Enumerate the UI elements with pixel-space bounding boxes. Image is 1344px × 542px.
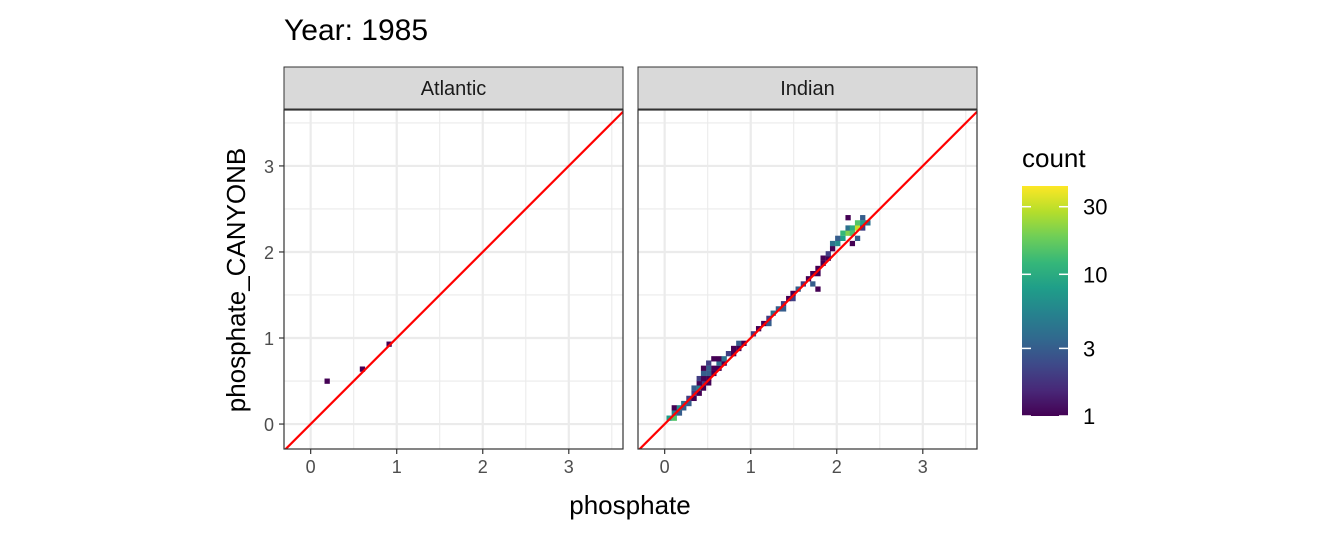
heatmap-bin (706, 370, 712, 377)
heatmap-bin (835, 240, 841, 247)
identity-line (638, 110, 977, 449)
heatmap-bin (324, 378, 330, 384)
facet-strip (637, 66, 978, 110)
heatmap-bin (691, 395, 697, 402)
heatmap-bin (696, 390, 702, 396)
heatmap-bin (700, 365, 707, 371)
x-axis-label: phosphate (569, 490, 690, 520)
heatmap-bin (671, 415, 677, 421)
heatmap-bin (810, 281, 816, 287)
heatmap-bin (840, 235, 846, 241)
panel-background (284, 110, 623, 449)
y-tick-label: 2 (264, 243, 274, 263)
heatmap-bin (725, 350, 732, 357)
facet-strip (283, 66, 624, 110)
heatmap-bin (829, 240, 836, 247)
heatmap-bin (849, 225, 856, 231)
heatmap-bin (849, 240, 856, 247)
identity-line (284, 110, 623, 449)
heatmap-bin (820, 260, 826, 266)
legend-tick-label: 1 (1083, 404, 1095, 429)
heatmap-bin (849, 230, 856, 236)
heatmap-bin (835, 235, 841, 241)
heatmap-bin (815, 265, 821, 272)
panel-border (637, 109, 978, 450)
facet-panel-atlantic: Atlantic 0 1 2 3 0 1 2 3 (264, 66, 624, 477)
heatmap-bin (854, 225, 861, 231)
heatmap-bin (706, 365, 712, 371)
heatmap-bin (815, 286, 821, 292)
legend-tick-label: 3 (1083, 336, 1095, 361)
heatmap-bin (711, 365, 717, 371)
x-tick-label: 3 (564, 457, 574, 477)
facet-panel-indian: Indian 0 1 2 3 (637, 66, 978, 477)
panel-border (283, 109, 624, 450)
heatmap-bin (860, 220, 866, 226)
heatmap-bin (700, 370, 707, 377)
facet-strip-label: Indian (780, 78, 835, 100)
heatmap-bin (860, 225, 866, 231)
heatmap-bin (711, 356, 717, 362)
legend-tick-label: 10 (1083, 262, 1107, 287)
heatmap-bin (780, 306, 787, 312)
legend-title: count (1022, 143, 1086, 173)
heatmap-bin (860, 215, 866, 221)
heatmap-bin (671, 405, 677, 411)
heatmap-bin (700, 375, 707, 382)
heatmap-bin (845, 230, 851, 236)
colorbar (1022, 186, 1068, 416)
heatmap-bin (854, 235, 861, 241)
heatmap-bin (706, 360, 712, 366)
heatmap-bin (686, 400, 692, 407)
heatmap-bin (845, 225, 851, 231)
heatmap-bin (790, 290, 796, 297)
heatmap-bin (691, 385, 697, 391)
heatmap-bin (696, 375, 702, 382)
x-tick-label: 3 (918, 457, 928, 477)
legend: count 1 3 10 30 (1022, 143, 1107, 429)
heatmap-bin (359, 366, 366, 372)
x-tick-label: 2 (832, 457, 842, 477)
heatmap-bin (736, 340, 742, 346)
legend-tick-label: 30 (1083, 195, 1107, 220)
x-tick-label: 1 (746, 457, 756, 477)
heatmap-bin (700, 385, 707, 391)
x-tick-label: 1 (392, 457, 402, 477)
x-tick-label: 2 (478, 457, 488, 477)
heatmap-bin (845, 215, 851, 221)
y-axis-label: phosphate_CANYONB (221, 148, 251, 412)
y-tick-label: 0 (264, 415, 274, 435)
heatmap-bin (706, 380, 712, 386)
heatmap-bin (825, 251, 831, 257)
heatmap-bin (681, 405, 687, 411)
y-tick-label: 3 (264, 157, 274, 177)
chart-title: Year: 1985 (284, 14, 428, 47)
heatmap-bin (790, 295, 796, 302)
heatmap-bin (766, 320, 772, 327)
heatmap-bin (840, 230, 846, 236)
heatmap-bin (825, 255, 831, 261)
heatmap-bin (676, 410, 683, 416)
heatmap-bin (810, 270, 816, 277)
y-tick-label: 1 (264, 329, 274, 349)
heatmap-bin (865, 220, 871, 226)
heatmap-bin (731, 345, 737, 352)
x-tick-label: 0 (306, 457, 316, 477)
heatmap-bin (820, 255, 826, 261)
x-tick-label: 0 (660, 457, 670, 477)
heatmap-bin (815, 270, 821, 277)
heatmap-bin (770, 310, 776, 316)
heatmap-bin (716, 356, 722, 362)
heatmap-bin (700, 380, 707, 386)
heatmap-bin (696, 380, 702, 386)
heatmap-bin (854, 220, 861, 226)
heatmap-bin (829, 246, 836, 252)
facet-strip-label: Atlantic (421, 78, 487, 100)
heatmap-bin (721, 356, 727, 362)
heatmap-bin (716, 360, 722, 366)
